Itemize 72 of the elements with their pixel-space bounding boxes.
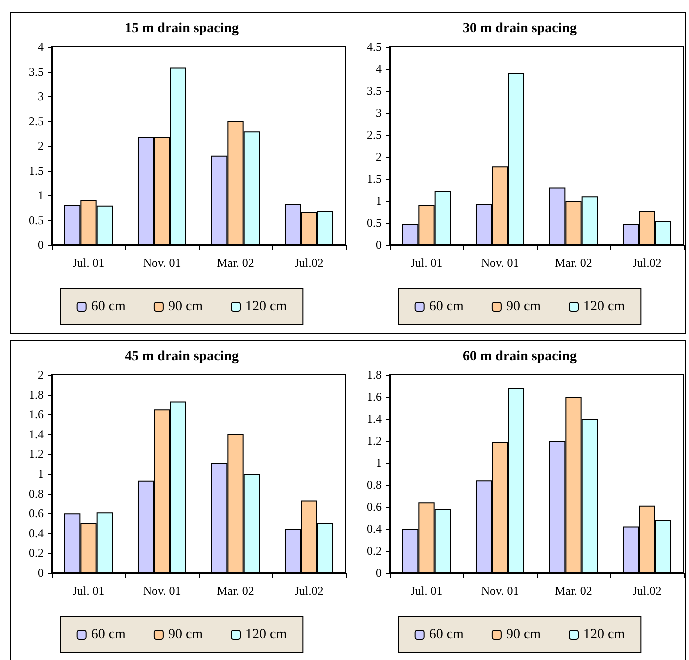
y-tick-label: 2.5 <box>29 114 44 128</box>
x-tick-label: Mar. 02 <box>555 256 592 270</box>
y-tick-label: 0.6 <box>29 506 44 521</box>
x-tick-label: Jul.02 <box>632 256 662 270</box>
y-tick-label: 1.4 <box>29 427 44 442</box>
y-tick-label: 0 <box>376 566 382 580</box>
y-tick-label: 3.5 <box>367 84 382 98</box>
y-tick-label: 3 <box>376 106 382 120</box>
x-tick-label: Mar. 02 <box>555 584 592 598</box>
x-tick-label: Nov. 01 <box>481 256 520 270</box>
chart-title: 15 m drain spacing <box>125 22 239 36</box>
y-tick-label: 4 <box>38 40 44 54</box>
chart-title: 45 m drain spacing <box>125 350 239 364</box>
y-tick-label: 1.8 <box>367 368 382 382</box>
y-tick-label: 1.5 <box>29 164 44 178</box>
y-tick-label: 3.5 <box>29 64 44 79</box>
y-tick-label: 1.6 <box>29 408 44 422</box>
y-tick-label: 0.5 <box>29 213 44 228</box>
chart-title: 30 m drain spacing <box>463 22 577 36</box>
x-tick-label: Jul.02 <box>294 584 324 598</box>
legend-label: 90 cm <box>506 628 542 642</box>
y-tick-label: 2.5 <box>367 128 382 142</box>
x-tick-label: Jul. 01 <box>410 584 443 598</box>
y-tick-label: 0.4 <box>29 526 44 540</box>
y-tick-label: 2 <box>376 150 382 164</box>
y-tick-label: 2 <box>38 139 44 153</box>
y-tick-label: 4 <box>376 62 382 76</box>
y-tick-label: 1 <box>38 188 44 202</box>
y-tick-label: 0.6 <box>367 500 382 514</box>
legend-label: 60 cm <box>429 300 464 314</box>
y-tick-label: 0 <box>376 238 382 252</box>
legend-label: 120 cm <box>584 300 626 314</box>
y-tick-label: 4.5 <box>367 40 382 54</box>
x-tick-label: Mar. 02 <box>217 256 254 270</box>
legend-label: 60 cm <box>91 300 126 314</box>
legend-label: 90 cm <box>506 300 542 314</box>
x-tick-label: Nov. 01 <box>143 584 182 598</box>
x-tick-label: Jul. 01 <box>72 584 105 598</box>
legend-label: 60 cm <box>91 628 126 642</box>
legend-label: 120 cm <box>246 300 288 314</box>
x-tick-label: Jul.02 <box>632 584 662 598</box>
x-tick-label: Nov. 01 <box>143 256 182 270</box>
y-tick-label: 0.2 <box>367 544 382 558</box>
y-tick-label: 1 <box>376 456 382 470</box>
legend-label: 120 cm <box>584 628 626 642</box>
y-tick-label: 0.5 <box>367 216 382 230</box>
y-tick-label: 0 <box>38 566 44 580</box>
x-tick-label: Jul.02 <box>294 256 324 270</box>
x-tick-label: Nov. 01 <box>481 584 520 598</box>
x-tick-label: Jul. 01 <box>410 256 443 270</box>
legend-label: 90 cm <box>168 628 204 642</box>
y-tick-label: 3 <box>38 90 44 104</box>
y-tick-label: 1.5 <box>367 172 382 186</box>
legend-label: 120 cm <box>246 628 288 642</box>
legend-label: 90 cm <box>168 300 204 314</box>
y-tick-label: 0.4 <box>367 522 382 536</box>
y-tick-label: 2 <box>38 368 44 382</box>
y-tick-label: 0.8 <box>29 486 44 501</box>
y-tick-label: 0 <box>38 238 44 252</box>
y-tick-label: 0.2 <box>29 546 44 560</box>
y-tick-label: 1.4 <box>367 412 382 426</box>
y-tick-label: 1.8 <box>29 388 44 402</box>
y-tick-label: 1.2 <box>367 434 382 448</box>
chart-title: 60 m drain spacing <box>463 350 577 364</box>
x-tick-label: Mar. 02 <box>217 584 254 598</box>
y-tick-label: 1.2 <box>29 447 44 462</box>
legend-label: 60 cm <box>429 628 464 642</box>
y-tick-label: 1.6 <box>367 390 382 404</box>
x-tick-label: Jul. 01 <box>72 256 105 270</box>
y-tick-label: 1 <box>38 467 44 481</box>
y-tick-label: 0.8 <box>367 478 382 492</box>
y-tick-label: 1 <box>376 194 382 208</box>
